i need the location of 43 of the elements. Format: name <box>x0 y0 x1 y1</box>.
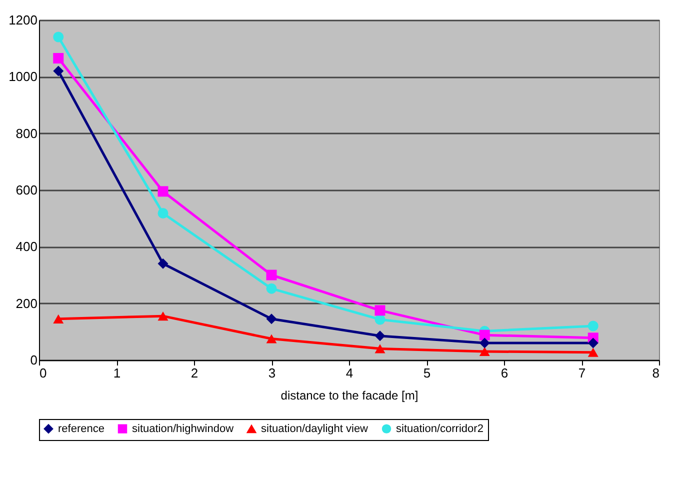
legend-label: situation/highwindow <box>132 422 234 435</box>
x-tick-label: 5 <box>423 366 431 380</box>
point <box>479 330 490 340</box>
point <box>374 305 386 316</box>
point <box>266 270 277 280</box>
point <box>479 346 490 356</box>
legend-label: situation/corridor2 <box>396 422 484 435</box>
point <box>588 338 598 348</box>
point <box>266 283 277 294</box>
legend-label: reference <box>58 422 104 435</box>
point <box>479 338 490 348</box>
x-tick-label: 0 <box>40 366 47 380</box>
point <box>588 320 598 332</box>
x-axis-title: distance to the facade [m] <box>280 388 418 402</box>
point <box>158 312 168 321</box>
point <box>588 348 598 357</box>
y-tick-label: 400 <box>16 239 38 254</box>
x-tick-label: 7 <box>578 366 586 380</box>
x-tick-label: 8 <box>652 366 660 380</box>
point <box>158 208 168 218</box>
y-tick-label: 600 <box>16 182 38 198</box>
point <box>53 53 64 64</box>
point <box>53 314 64 324</box>
point <box>158 186 168 197</box>
y-tick-label: 0 <box>30 352 38 368</box>
point <box>53 32 64 42</box>
x-tick-label: 1 <box>113 366 121 380</box>
y-tick-label: 800 <box>16 126 38 141</box>
point <box>374 314 386 325</box>
point <box>374 330 386 342</box>
legend-label: situation/daylight view <box>261 423 368 436</box>
y-tick-label: 1000 <box>8 69 38 84</box>
x-tick-label: 3 <box>268 366 276 380</box>
x-tick-label: 2 <box>190 366 198 380</box>
y-tick-label: 1200 <box>8 12 38 28</box>
point <box>266 334 277 344</box>
point <box>53 66 64 76</box>
y-tick-label: 200 <box>16 296 38 311</box>
point <box>374 344 386 354</box>
x-tick-label: 4 <box>346 366 354 380</box>
x-tick-label: 6 <box>500 366 508 380</box>
point <box>266 314 277 324</box>
point <box>158 258 168 269</box>
